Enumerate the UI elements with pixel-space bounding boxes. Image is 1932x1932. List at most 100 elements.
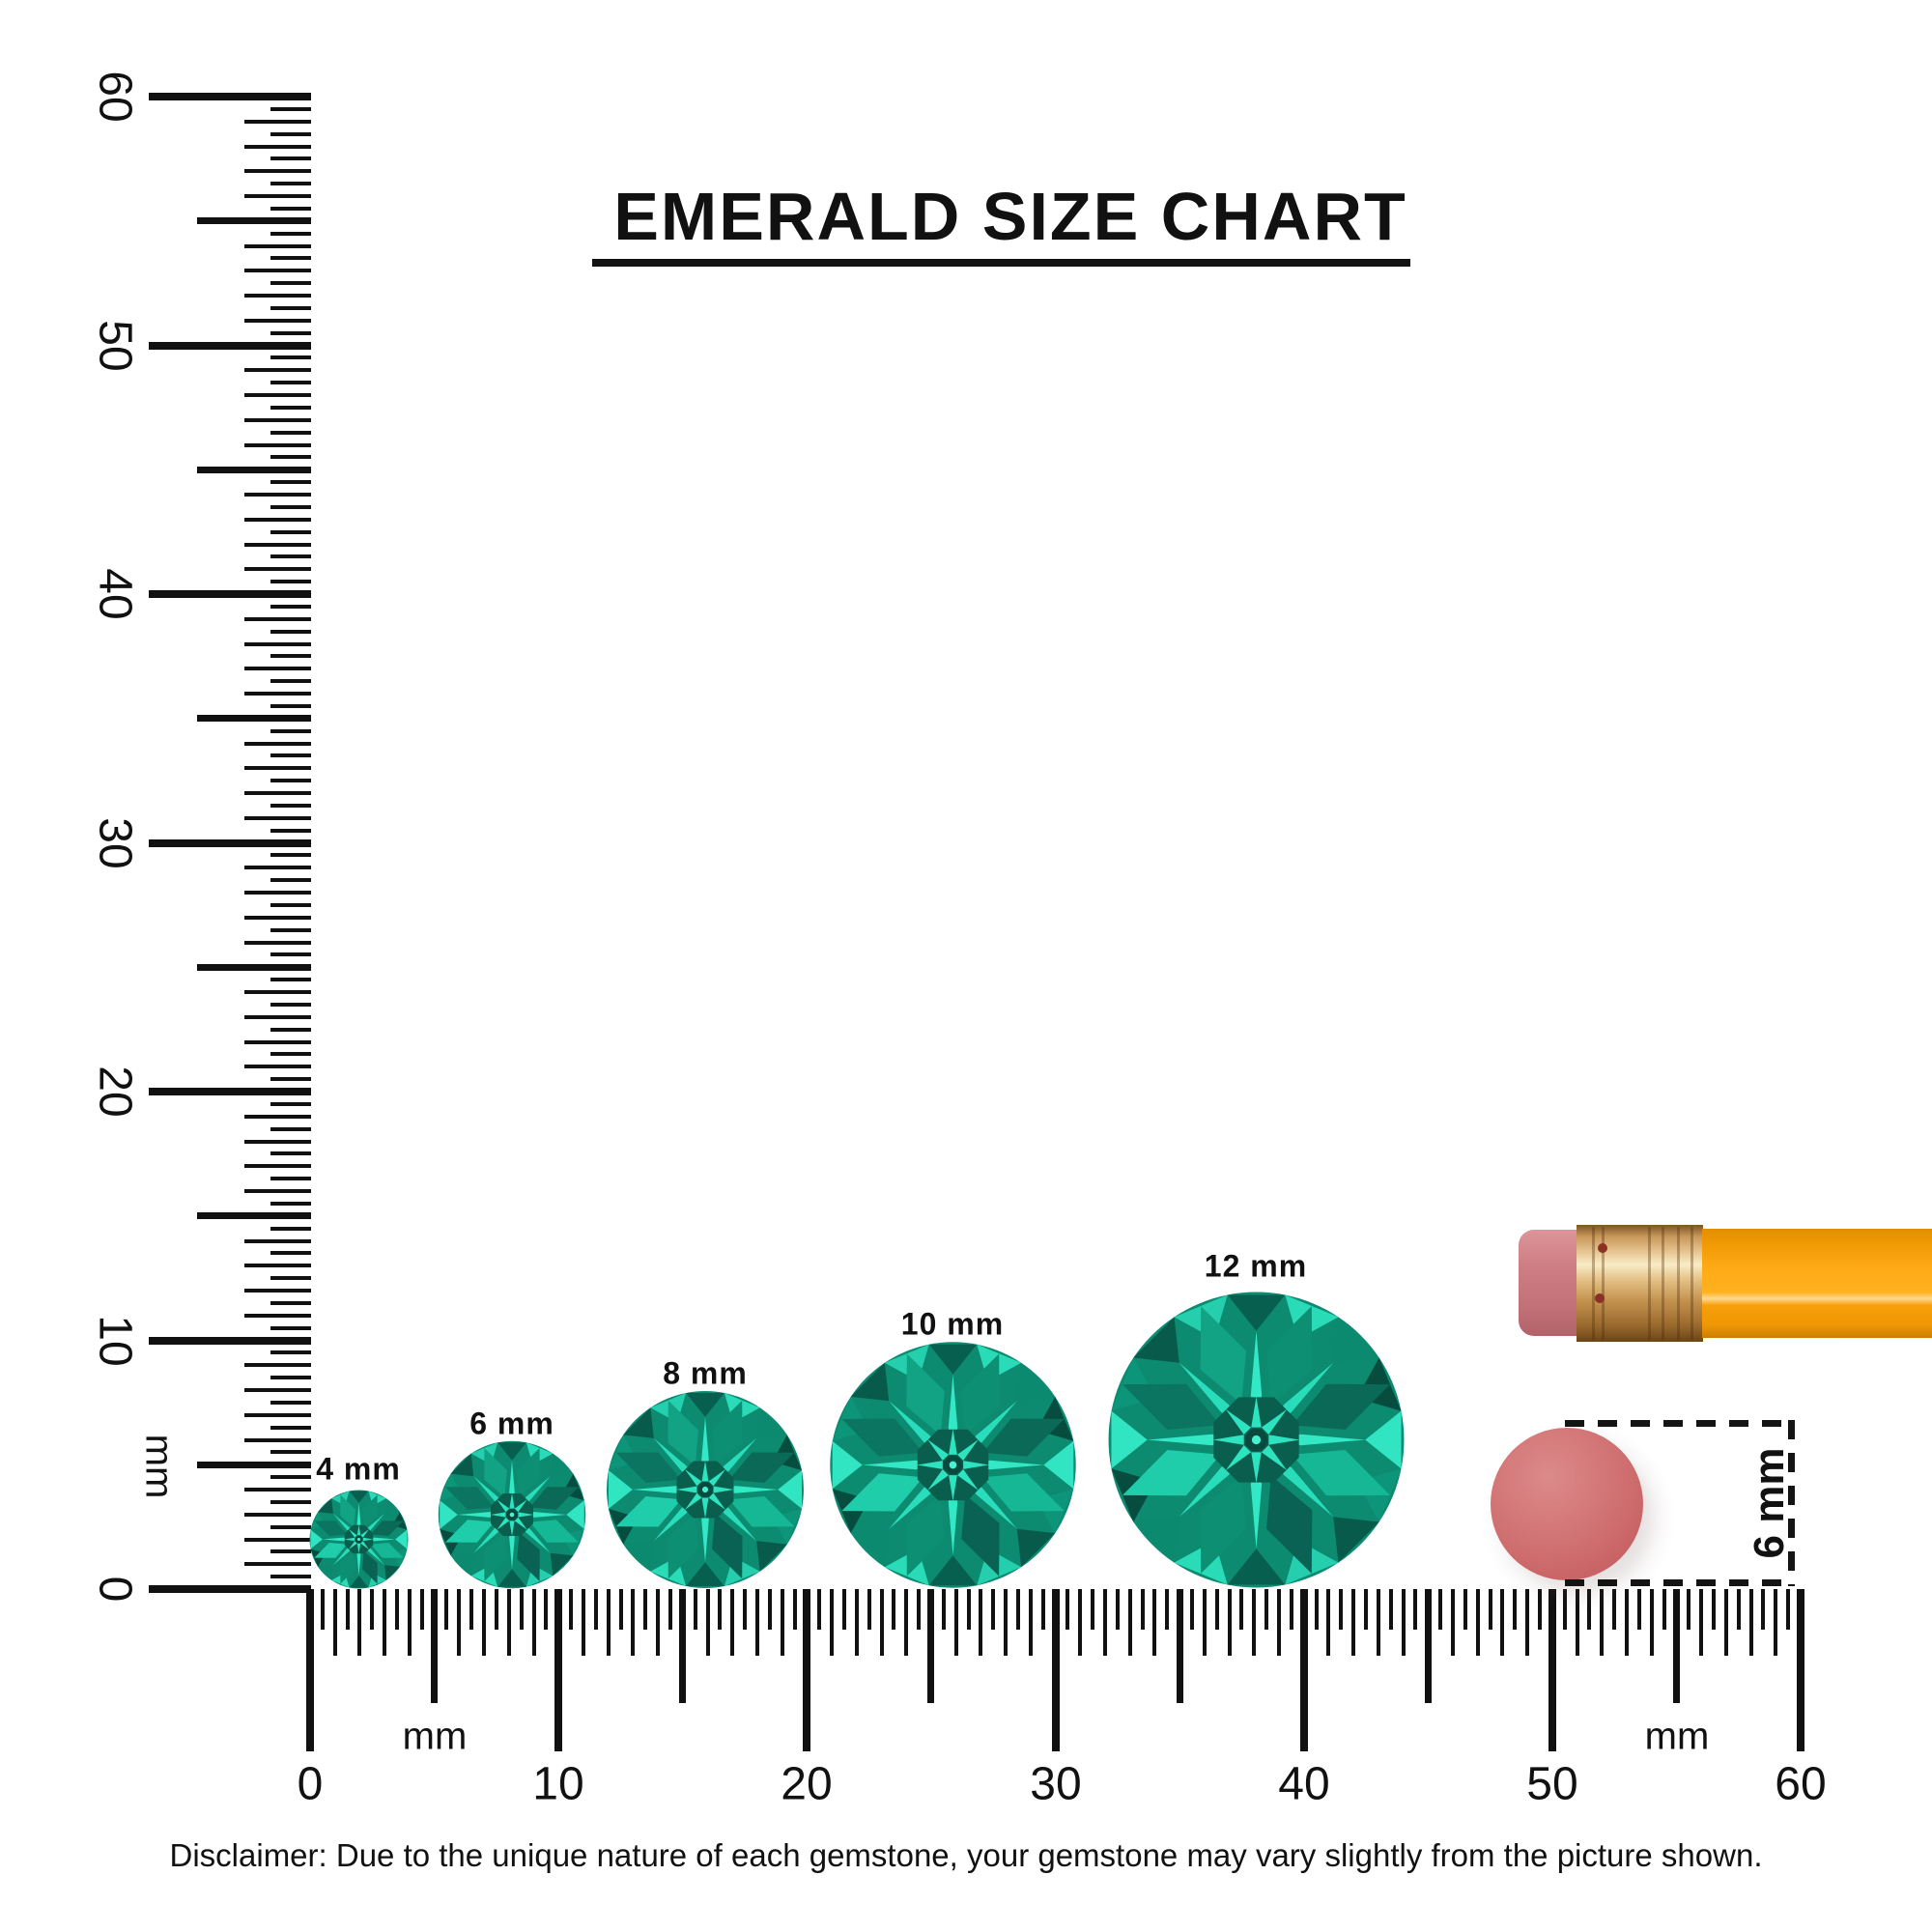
vertical-ruler-tick: [270, 878, 311, 883]
horizontal-ruler-tick: [1388, 1589, 1393, 1630]
vertical-ruler-tick: [244, 940, 311, 945]
vertical-ruler-tick: [244, 766, 311, 771]
horizontal-ruler-tick: [1264, 1589, 1269, 1630]
horizontal-ruler-tick: [357, 1589, 362, 1656]
horizontal-ruler-tick: [1227, 1589, 1232, 1656]
vertical-ruler-tick: [270, 455, 311, 460]
vertical-ruler-tick: [244, 1537, 311, 1542]
ferrule-crimp-line: [1648, 1227, 1651, 1340]
vertical-ruler-tick: [244, 1238, 311, 1243]
horizontal-ruler-tick: [1127, 1589, 1132, 1656]
vertical-ruler-tick: [270, 355, 311, 360]
vertical-ruler-tick: [270, 554, 311, 559]
vertical-ruler-tick: [270, 231, 311, 236]
horizontal-ruler-tick: [854, 1589, 859, 1656]
vertical-ruler-number: 40: [89, 568, 141, 620]
horizontal-ruler-tick: [867, 1589, 871, 1630]
gem-10mm: [830, 1342, 1076, 1588]
vertical-ruler-tick: [244, 442, 311, 447]
vertical-ruler-tick: [270, 1350, 311, 1355]
vertical-ruler-tick: [149, 93, 311, 100]
vertical-ruler-tick: [270, 1177, 311, 1181]
vertical-ruler-tick: [270, 1376, 311, 1380]
vertical-ruler-tick: [244, 1164, 311, 1169]
horizontal-ruler-tick: [457, 1589, 462, 1656]
horizontal-ruler-tick: [1277, 1589, 1281, 1656]
vertical-ruler-tick: [270, 1549, 311, 1554]
vertical-ruler-tick: [270, 753, 311, 758]
pencil-body: [1702, 1229, 1932, 1338]
vertical-ruler-tick: [270, 952, 311, 957]
vertical-ruler-tick: [244, 1289, 311, 1293]
horizontal-ruler-tick: [395, 1589, 399, 1630]
horizontal-ruler-tick: [1548, 1589, 1556, 1751]
vertical-ruler-tick: [270, 1201, 311, 1206]
vertical-ruler-tick: [270, 604, 311, 609]
horizontal-ruler-tick: [1649, 1589, 1654, 1656]
vertical-ruler-tick: [244, 1264, 311, 1268]
horizontal-ruler-tick: [469, 1589, 474, 1630]
vertical-ruler-tick: [270, 629, 311, 634]
vertical-ruler-tick: [270, 381, 311, 385]
vertical-ruler-tick: [149, 1585, 311, 1593]
horizontal-ruler-tick: [1364, 1589, 1368, 1630]
vertical-ruler-tick: [270, 803, 311, 808]
vertical-ruler-tick: [197, 715, 311, 723]
vertical-ruler-number: 20: [89, 1065, 141, 1118]
horizontal-ruler-tick: [1662, 1589, 1666, 1630]
ferrule-crimp-line: [1662, 1227, 1664, 1340]
vertical-ruler-tick: [197, 1461, 311, 1468]
vertical-ruler-tick: [149, 590, 311, 598]
horizontal-ruler-tick: [1401, 1589, 1406, 1656]
vertical-ruler-tick: [270, 927, 311, 932]
horizontal-ruler-number: 20: [781, 1758, 833, 1810]
horizontal-ruler-tick: [1152, 1589, 1157, 1656]
horizontal-ruler-tick: [668, 1589, 672, 1630]
pencil-eraser-tip: [1519, 1230, 1578, 1336]
vertical-ruler-tick: [270, 1400, 311, 1405]
vertical-ruler-tick: [244, 1014, 311, 1019]
vertical-ruler-tick: [244, 1189, 311, 1193]
vertical-ruler-tick: [270, 1524, 311, 1529]
vertical-ruler-tick: [244, 318, 311, 323]
vertical-ruler-tick: [244, 567, 311, 572]
horizontal-ruler-tick: [1625, 1589, 1629, 1656]
horizontal-ruler-tick: [803, 1589, 811, 1751]
vertical-ruler-number: 50: [89, 320, 141, 372]
horizontal-ruler-tick: [569, 1589, 573, 1630]
horizontal-ruler-unit-label-right: mm: [1644, 1715, 1710, 1758]
vertical-ruler-tick: [244, 417, 311, 422]
measure-dashed-line-bottom: [1565, 1579, 1795, 1586]
horizontal-ruler-tick: [1672, 1589, 1680, 1703]
horizontal-ruler-tick: [506, 1589, 511, 1656]
vertical-ruler-tick: [270, 1475, 311, 1480]
horizontal-ruler-tick: [1712, 1589, 1716, 1630]
vertical-ruler-tick: [270, 828, 311, 833]
horizontal-ruler-tick: [754, 1589, 759, 1656]
vertical-ruler-tick: [244, 1412, 311, 1417]
vertical-ruler-tick: [270, 1226, 311, 1231]
vertical-ruler-tick: [244, 741, 311, 746]
horizontal-ruler-tick: [1748, 1589, 1753, 1656]
horizontal-ruler-tick: [1040, 1589, 1045, 1630]
pencil-ferrule: [1577, 1225, 1703, 1342]
horizontal-ruler-tick: [780, 1589, 784, 1656]
vertical-ruler-tick: [244, 791, 311, 795]
vertical-ruler-tick: [244, 866, 311, 870]
vertical-ruler-tick: [149, 1088, 311, 1095]
horizontal-ruler-tick: [679, 1589, 687, 1703]
horizontal-ruler-tick: [904, 1589, 909, 1656]
horizontal-ruler-tick: [1562, 1589, 1567, 1630]
horizontal-ruler-number: 30: [1030, 1758, 1082, 1810]
vertical-ruler-tick: [244, 294, 311, 298]
horizontal-ruler-tick: [656, 1589, 660, 1656]
horizontal-ruler-tick: [1538, 1589, 1542, 1630]
horizontal-ruler-tick: [1065, 1589, 1070, 1630]
horizontal-ruler-tick: [1015, 1589, 1020, 1630]
horizontal-ruler-tick: [1091, 1589, 1095, 1630]
horizontal-ruler-tick: [1314, 1589, 1319, 1630]
horizontal-ruler-tick: [345, 1589, 350, 1630]
horizontal-ruler-tick: [1699, 1589, 1704, 1656]
vertical-ruler-tick: [270, 106, 311, 111]
